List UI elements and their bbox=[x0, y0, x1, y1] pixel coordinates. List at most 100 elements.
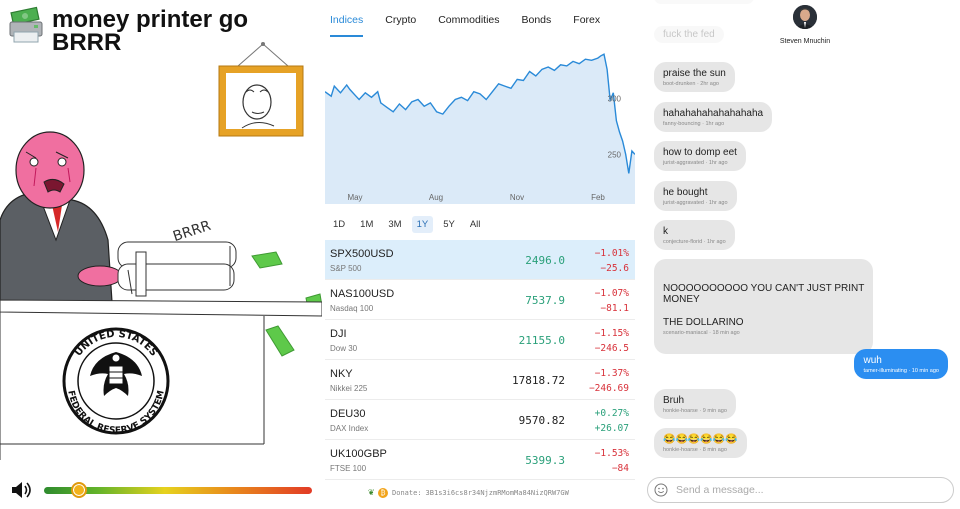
message-text: hahahahahahahahaha bbox=[663, 108, 764, 119]
row-change: −84 bbox=[611, 463, 629, 474]
message-text: praise the sun bbox=[663, 68, 726, 79]
chat-panel: fuck the fed Steven Mnuchin praise the s… bbox=[640, 0, 960, 509]
fed-desk bbox=[0, 299, 322, 460]
chat-message: Bruh honkie-hoarse · 9 min ago bbox=[654, 389, 736, 419]
avatar bbox=[793, 5, 817, 29]
message-text: 😂😂😂😂😂😂 bbox=[663, 434, 738, 445]
message-meta: tamer-illuminating · 10 min ago bbox=[863, 368, 939, 374]
tab-indices[interactable]: Indices bbox=[330, 14, 364, 37]
chat-message: THE DOLLARINO scenario-maniacal · 18 min… bbox=[654, 311, 753, 341]
range-5y[interactable]: 5Y bbox=[443, 219, 455, 230]
row-percent-change: −1.37% bbox=[594, 368, 629, 379]
volume-slider-thumb[interactable] bbox=[70, 482, 87, 498]
tab-forex[interactable]: Forex bbox=[573, 14, 601, 26]
range-1d[interactable]: 1D bbox=[333, 219, 346, 230]
table-row[interactable]: NKY Nikkei 225 17818.72 −1.37% −246.69 bbox=[325, 360, 635, 400]
message-text: Bruh bbox=[663, 395, 685, 406]
volume-slider[interactable] bbox=[44, 487, 312, 494]
price-chart[interactable]: May Aug Nov Feb 300 250 bbox=[325, 42, 635, 210]
message-input[interactable] bbox=[676, 484, 926, 496]
row-price: 5399.3 bbox=[525, 454, 565, 467]
row-description: DAX Index bbox=[330, 424, 369, 433]
range-1m[interactable]: 1M bbox=[360, 219, 374, 230]
row-price: 7537.9 bbox=[525, 294, 565, 307]
emoji-icon[interactable] bbox=[654, 483, 668, 497]
printer-scene: BRRR bbox=[0, 42, 322, 460]
federal-reserve-seal: UNITED STATES FEDERAL RESERVE SYSTEM bbox=[62, 327, 170, 436]
message-text: NOOOOOOOOOO YOU CAN'T JUST PRINT MONEY bbox=[663, 283, 865, 305]
row-percent-change: −1.07% bbox=[594, 288, 629, 299]
leaf-icon: ❦ bbox=[368, 487, 375, 498]
range-1y[interactable]: 1Y bbox=[411, 216, 434, 233]
range-3m[interactable]: 3M bbox=[388, 219, 402, 230]
message-text: k bbox=[663, 226, 668, 237]
chat-message: 😂😂😂😂😂😂 honkie-hoarse · 8 min ago bbox=[654, 428, 747, 458]
chat-message: hahahahahahahahaha fanny-bouncing · 1hr … bbox=[654, 102, 773, 132]
message-meta: jurist-aggravated · 1hr ago bbox=[663, 200, 728, 206]
range-all[interactable]: All bbox=[469, 219, 481, 230]
printer-panel: money printer go BRRR BRRR bbox=[0, 0, 322, 509]
chat-message-own: wuh tamer-illuminating · 10 min ago bbox=[854, 349, 948, 379]
chat-partner-name: Steven Mnuchin bbox=[779, 38, 831, 45]
row-change: +26.07 bbox=[594, 423, 629, 434]
x-tick-label: Nov bbox=[510, 193, 524, 202]
row-percent-change: −1.53% bbox=[594, 448, 629, 459]
chat-message: he bought jurist-aggravated · 1hr ago bbox=[654, 181, 737, 211]
row-description: Nikkei 225 bbox=[330, 384, 368, 393]
table-row[interactable]: UK100GBP FTSE 100 5399.3 −1.53% −84 bbox=[325, 440, 635, 480]
chat-message: k conjecture-florid · 1hr ago bbox=[654, 220, 735, 250]
row-change: −246.69 bbox=[588, 383, 629, 394]
tab-crypto[interactable]: Crypto bbox=[385, 14, 417, 26]
chart-area-fill bbox=[325, 54, 635, 205]
y-tick-label: 300 bbox=[608, 94, 622, 103]
chart-series-line bbox=[325, 53, 635, 174]
chat-message: praise the sun boot-drunken · 2hr ago bbox=[654, 62, 735, 92]
row-symbol: NKY bbox=[330, 368, 353, 380]
message-text: how to domp eet bbox=[663, 147, 737, 158]
donate-address[interactable]: 3B1s3i6cs8r34NjzmRMomMa84NizQRW7GW bbox=[425, 488, 569, 497]
message-text: wuh bbox=[863, 355, 882, 366]
row-symbol: UK100GBP bbox=[330, 448, 387, 460]
row-symbol: DEU30 bbox=[330, 408, 366, 420]
message-text: he bought bbox=[663, 187, 708, 198]
x-tick-label: Feb bbox=[591, 193, 605, 202]
tab-commodities[interactable]: Commodities bbox=[438, 14, 500, 26]
index-table: SPX500USD S&P 500 2496.0 −1.01% −25.6 NA… bbox=[325, 240, 635, 480]
row-percent-change: −1.15% bbox=[594, 328, 629, 339]
table-row[interactable]: NAS100USD Nasdaq 100 7537.9 −1.07% −81.1 bbox=[325, 280, 635, 320]
app-header: money printer go BRRR bbox=[6, 6, 249, 56]
row-price: 21155.0 bbox=[518, 334, 565, 347]
chat-partner[interactable]: Steven Mnuchin bbox=[770, 5, 840, 45]
printer-money-icon bbox=[9, 6, 43, 43]
faded-message-text: fuck the fed bbox=[663, 29, 715, 40]
row-description: Dow 30 bbox=[330, 344, 358, 353]
tab-bonds[interactable]: Bonds bbox=[521, 14, 552, 26]
app-title: money printer go BRRR bbox=[52, 6, 249, 56]
message-composer bbox=[647, 477, 954, 503]
message-meta: conjecture-florid · 1hr ago bbox=[663, 239, 726, 245]
row-price: 9570.82 bbox=[518, 414, 565, 427]
message-text: THE DOLLARINO bbox=[663, 317, 744, 328]
row-percent-change: −1.01% bbox=[594, 248, 629, 259]
row-symbol: NAS100USD bbox=[330, 288, 395, 300]
message-meta: scenario-maniacal · 18 min ago bbox=[663, 330, 740, 336]
y-tick-label: 250 bbox=[608, 150, 622, 159]
market-panel: Indices Crypto Commodities Bonds Forex M… bbox=[322, 0, 640, 509]
table-row[interactable]: SPX500USD S&P 500 2496.0 −1.01% −25.6 bbox=[325, 240, 635, 280]
message-meta: boot-drunken · 2hr ago bbox=[663, 81, 719, 87]
x-tick-label: Aug bbox=[429, 193, 443, 202]
volume-icon[interactable] bbox=[10, 480, 32, 500]
message-meta: honkie-hoarse · 9 min ago bbox=[663, 408, 727, 414]
row-symbol: DJI bbox=[330, 328, 347, 340]
table-row[interactable]: DEU30 DAX Index 9570.82 +0.27% +26.07 bbox=[325, 400, 635, 440]
framed-portrait bbox=[218, 42, 304, 137]
chat-message: how to domp eet jurist-aggravated · 1hr … bbox=[654, 141, 746, 171]
message-meta: jurist-aggravated · 1hr ago bbox=[663, 160, 728, 166]
row-description: S&P 500 bbox=[330, 264, 362, 273]
row-symbol: SPX500USD bbox=[330, 248, 394, 260]
row-percent-change: +0.27% bbox=[594, 408, 629, 419]
table-row[interactable]: DJI Dow 30 21155.0 −1.15% −246.5 bbox=[325, 320, 635, 360]
donate-footer: ❦ ₿ Donate: 3B1s3i6cs8r34NjzmRMomMa84Niz… bbox=[368, 487, 569, 498]
faded-message: fuck the fed bbox=[654, 26, 724, 43]
